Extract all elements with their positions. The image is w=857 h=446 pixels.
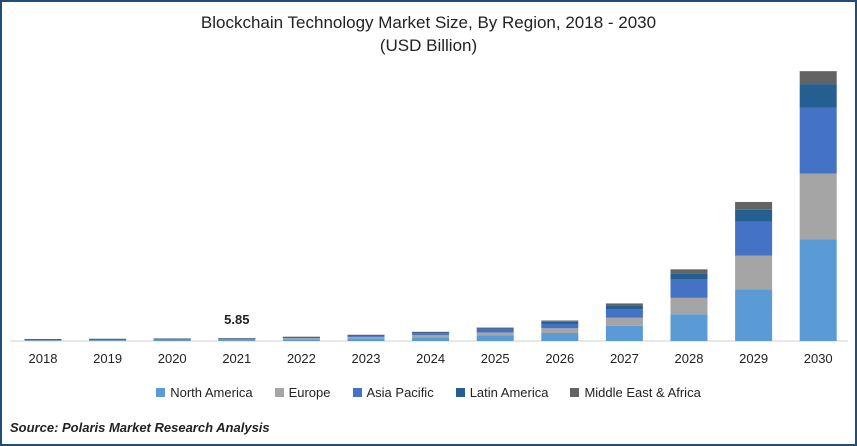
bar-2020-series-0 [153, 339, 191, 341]
bar-2029-series-1 [735, 255, 773, 290]
bar-2028-series-4 [670, 269, 708, 274]
data-label-2021: 5.85 [224, 312, 249, 327]
bar-2022-series-0 [282, 339, 320, 341]
x-tick-label-2019: 2019 [93, 351, 122, 366]
bar-2030-series-1 [799, 173, 837, 240]
legend-item-0: North America [156, 385, 253, 400]
x-tick-label-2026: 2026 [545, 351, 574, 366]
x-tick-label-2020: 2020 [158, 351, 187, 366]
legend-label: Latin America [469, 385, 549, 400]
bar-2027-series-2 [605, 309, 643, 318]
legend-swatch [156, 388, 166, 397]
source-note: Source: Polaris Market Research Analysis [10, 420, 270, 435]
bar-2024-series-1 [412, 335, 450, 338]
legend-label: Asia Pacific [366, 385, 434, 400]
bar-2026-series-0 [541, 333, 579, 341]
bar-2025-series-1 [476, 332, 514, 336]
bar-2024-series-4 [412, 331, 450, 333]
bar-2023-series-4 [347, 334, 385, 336]
legend-item-3: Latin America [455, 385, 549, 400]
bar-2027-series-1 [605, 317, 643, 326]
bar-2020-series-1 [153, 339, 191, 341]
bar-2025-series-0 [476, 335, 514, 341]
bar-2026-series-4 [541, 320, 579, 322]
bar-2018-series-0 [24, 340, 62, 341]
bar-2022-series-2 [282, 337, 320, 339]
x-tick-label-2022: 2022 [287, 351, 316, 366]
bar-2027-series-3 [605, 305, 643, 310]
bar-2026-series-3 [541, 321, 579, 324]
chart-title: Blockchain Technology Market Size, By Re… [200, 13, 657, 32]
bar-2024-series-0 [412, 337, 450, 341]
bar-2028-series-2 [670, 279, 708, 298]
bar-2025-series-2 [476, 329, 514, 333]
x-tick-label-2029: 2029 [739, 351, 768, 366]
bar-2029-series-0 [735, 289, 773, 341]
bar-2026-series-1 [541, 328, 579, 334]
bar-2019-series-0 [89, 340, 127, 341]
bar-2023-series-1 [347, 336, 385, 339]
legend-swatch [455, 388, 465, 397]
bar-2020-series-4 [153, 338, 191, 340]
x-tick-label-2023: 2023 [352, 351, 381, 366]
chart-subtitle: (USD Billion) [379, 36, 478, 55]
legend-swatch [570, 388, 580, 397]
x-tick-label-2028: 2028 [675, 351, 704, 366]
legend-item-1: Europe [274, 385, 331, 400]
bar-2029-series-4 [735, 201, 773, 210]
legend-label: Europe [288, 385, 331, 400]
bar-2021-series-4 [218, 338, 256, 340]
x-tick-label-2024: 2024 [416, 351, 445, 366]
bar-2018-series-1 [24, 339, 62, 341]
bar-2022-series-4 [282, 336, 320, 338]
x-tick-label-2025: 2025 [481, 351, 510, 366]
bar-2030-series-3 [799, 84, 837, 108]
bar-2030-series-0 [799, 239, 837, 341]
bar-2026-series-2 [541, 323, 579, 329]
bar-2018-series-4 [24, 339, 62, 340]
bar-2025-series-3 [476, 328, 514, 330]
legend-label: Middle East & Africa [584, 385, 701, 400]
legend-item-2: Asia Pacific [352, 385, 434, 400]
legend-swatch [274, 388, 284, 397]
bar-2030-series-2 [799, 107, 837, 174]
bar-2023-series-0 [347, 338, 385, 341]
bar-2024-series-3 [412, 332, 450, 334]
x-tick-label-2018: 2018 [29, 351, 58, 366]
chart-legend: North America Europe Asia Pacific Latin Ame… [0, 385, 857, 400]
bar-2023-series-2 [347, 335, 385, 337]
x-tick-label-2027: 2027 [610, 351, 639, 366]
bar-2019-series-4 [89, 338, 127, 340]
bar-2022-series-1 [282, 338, 320, 340]
x-tick-label-2030: 2030 [804, 351, 833, 366]
bar-2029-series-2 [735, 221, 773, 256]
bar-2029-series-3 [735, 209, 773, 222]
bar-2027-series-0 [605, 325, 643, 341]
bar-2021-series-1 [218, 339, 256, 340]
bar-2024-series-2 [412, 333, 450, 336]
bar-2028-series-0 [670, 314, 708, 341]
bar-2021-series-0 [218, 339, 256, 341]
legend-swatch [352, 388, 362, 397]
bar-2019-series-1 [89, 339, 127, 341]
bar-2027-series-4 [605, 303, 643, 306]
legend-item-4: Middle East & Africa [570, 385, 701, 400]
x-tick-label-2021: 2021 [222, 351, 251, 366]
legend-label: North America [170, 385, 253, 400]
bar-2025-series-4 [476, 327, 514, 329]
bar-2028-series-3 [670, 273, 708, 280]
bar-2028-series-1 [670, 297, 708, 315]
bar-2030-series-4 [799, 71, 837, 85]
